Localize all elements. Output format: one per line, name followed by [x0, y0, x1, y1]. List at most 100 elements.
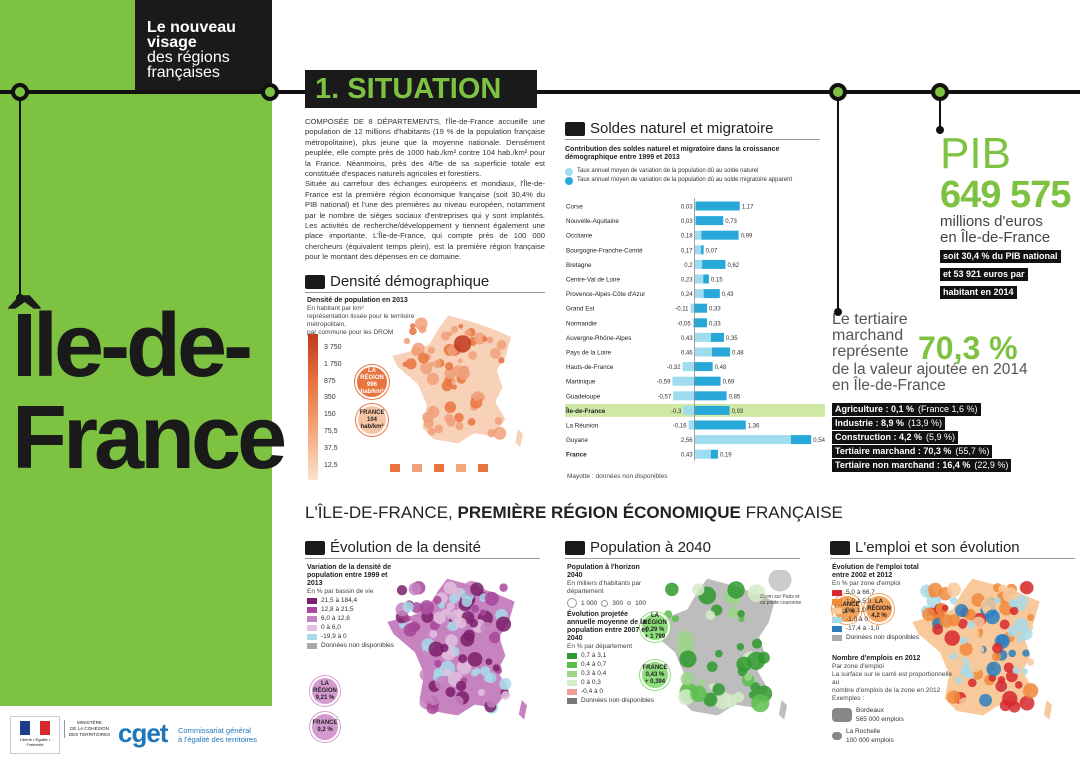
bar — [694, 391, 727, 401]
example-shape — [832, 708, 852, 722]
legend-title: Évolution de l'emploi total entre 2002 e… — [832, 564, 919, 579]
map-dot — [479, 609, 487, 616]
bar — [694, 449, 711, 459]
panel-heading: L'emploi et son évolution — [830, 539, 1075, 559]
map-dot — [495, 616, 512, 632]
map-dot — [409, 621, 420, 633]
map-dot — [472, 391, 483, 401]
map-dot — [994, 597, 1001, 604]
map — [390, 314, 524, 450]
bar — [710, 332, 724, 342]
sector-list: Agriculture : 0,1 % (France 1,6 %) Industr… — [832, 403, 1022, 473]
brand-line: des régions — [147, 49, 230, 66]
circle-text: FRANCE — [834, 602, 860, 608]
bar — [694, 347, 712, 357]
legend-label: -17,4 à -1,0 — [846, 625, 880, 632]
paragraph: COMPOSÉE DE 8 DÉPARTEMENTS, l'Île-de-Fra… — [305, 117, 545, 179]
panel-legend: Variation de la densité de population en… — [307, 564, 397, 650]
pib-block: PIB 649 575 millions d'euros en Île-de-F… — [940, 132, 1080, 300]
map-dot — [477, 688, 486, 696]
map-dot — [1021, 668, 1029, 675]
map-dot — [966, 671, 975, 679]
value-label: 0,15 — [711, 278, 723, 284]
element — [829, 83, 847, 101]
drom — [478, 464, 488, 472]
legend-label: Données non disponibles — [581, 697, 654, 704]
map-dot — [469, 618, 479, 628]
tertiaire-value: 70,3 % — [918, 330, 1018, 366]
value-label: 0,17 — [681, 248, 693, 254]
brand-line: françaises — [147, 64, 220, 81]
map — [385, 577, 529, 722]
drom — [390, 464, 400, 472]
map-dot — [426, 702, 439, 715]
category-label: Île-de-France — [565, 406, 606, 415]
map-dot — [957, 618, 968, 629]
map-dot — [438, 602, 445, 609]
legend-item: 12,8 à 21,5 — [307, 605, 397, 614]
size-legend: 1 000 300 100 — [567, 598, 657, 608]
map-dot — [448, 593, 459, 604]
example-text: Bordeaux 565 000 emplois — [856, 706, 904, 724]
sector-row: Tertiaire marchand : 70,3 % (55,7 %) — [832, 445, 993, 458]
map-dot — [992, 642, 1003, 654]
element — [931, 83, 949, 101]
element — [11, 83, 29, 101]
sector-france: (13,9 %) — [908, 418, 943, 428]
map-dot — [946, 582, 962, 597]
map-dot — [1020, 580, 1034, 595]
circle-text: 9,21 % — [315, 694, 335, 701]
drom — [434, 464, 444, 472]
stat-circle: LA RÉGION 9,21 % — [310, 676, 340, 706]
category-label: Hauts-de-France — [566, 364, 614, 371]
legend-note: En % par bassin de vie — [307, 588, 374, 595]
lead-line: représente — [832, 343, 909, 360]
map-dot — [444, 362, 454, 371]
map-dot — [441, 380, 453, 392]
bar — [682, 362, 695, 372]
bar — [694, 376, 721, 386]
density-scale: 3 750 1 750 875 350 150 75,5 37,5 12,5 — [324, 340, 342, 474]
bar — [673, 391, 695, 401]
legend-label: 0,4 à 0,7 — [581, 661, 607, 668]
value-label: 0,48 — [715, 365, 727, 371]
circle-text: FRANCE — [642, 664, 668, 671]
map-dot — [419, 600, 435, 615]
legend-item: 21,5 à 184,4 — [307, 596, 397, 605]
map-dot — [417, 352, 429, 364]
bar — [711, 347, 730, 357]
category-label: Martinique — [566, 379, 596, 386]
bar — [694, 318, 708, 328]
map-dot — [488, 631, 501, 644]
example: La Rochelle 100 000 emplois — [832, 727, 952, 745]
map-dot — [486, 336, 494, 344]
region-circle: LA RÉGION 996 hab/km² — [355, 365, 389, 399]
circle-text: 4,2 % — [871, 612, 887, 619]
map-dot — [446, 602, 455, 611]
value-label: 0,48 — [732, 351, 744, 357]
map-dot — [967, 678, 977, 688]
legend-label: 5,0 à 66,7 — [846, 589, 875, 596]
legend-label: 12,8 à 21,5 — [321, 606, 354, 613]
map-dot — [727, 581, 745, 599]
bar — [694, 362, 713, 372]
map-dot — [967, 621, 975, 629]
value-label: 0,23 — [681, 278, 693, 284]
map-dot — [433, 611, 446, 624]
map-dot — [995, 680, 1008, 692]
map-dot — [944, 630, 960, 646]
value-label: 0,93 — [732, 409, 744, 415]
map-dot — [980, 597, 997, 613]
heading-icon — [565, 540, 585, 555]
category-label: Corse — [566, 204, 583, 211]
map-dot — [452, 365, 465, 378]
legend-swatch — [832, 598, 842, 605]
legend-label: Données non disponibles — [321, 642, 394, 649]
soldes-chart: Corse 0,03 1,17 Nouvelle-Aquitaine 0,03 0,73 O… — [565, 198, 826, 461]
tail-line: en Île-de-France — [832, 377, 946, 394]
map-dot — [958, 697, 971, 709]
density-heading: Densité démographique — [305, 273, 545, 293]
map-dot — [959, 642, 973, 656]
legend-swatch — [567, 697, 577, 704]
map-dot — [455, 421, 464, 431]
